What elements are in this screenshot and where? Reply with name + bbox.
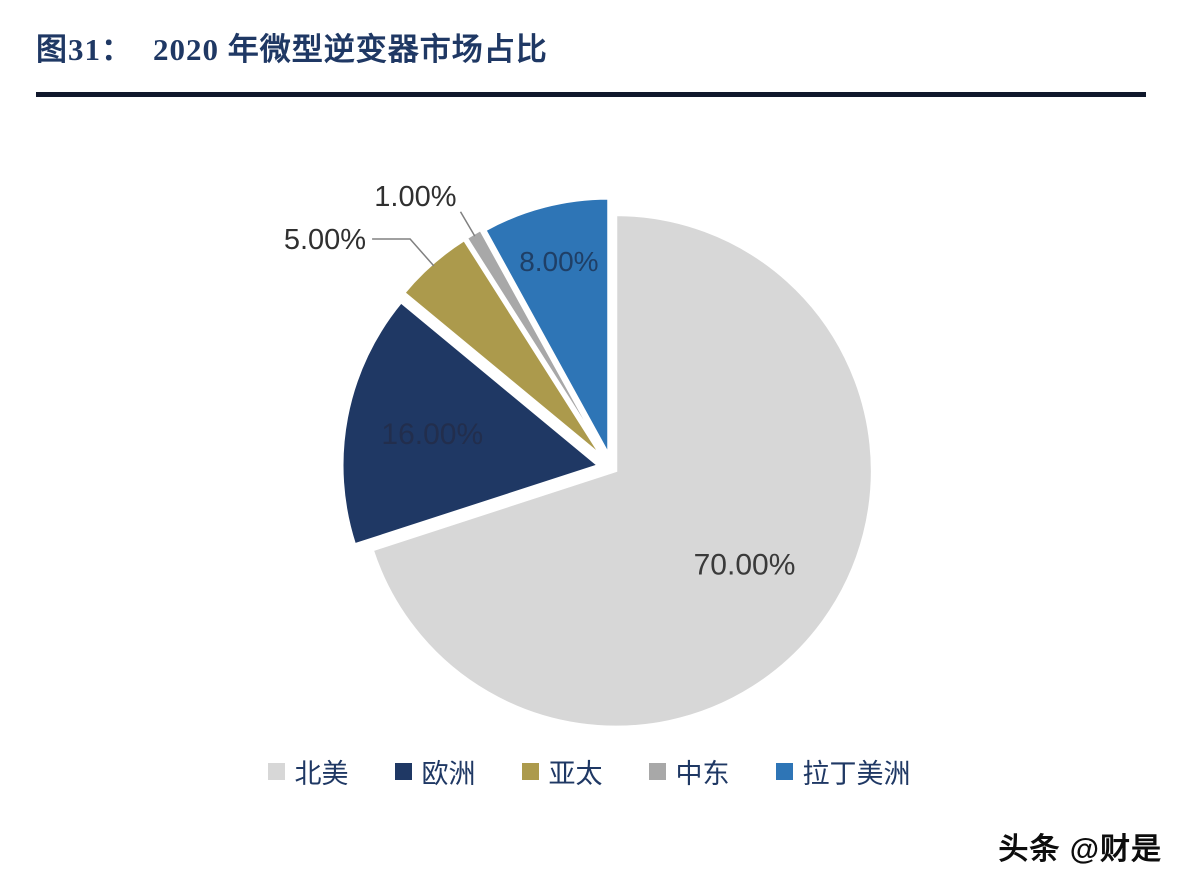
legend-label: 拉丁美洲 (802, 759, 911, 789)
slice-label-2: 5.00% (284, 224, 366, 256)
figure-title-text: 2020 年微型逆变器市场占比 (153, 32, 548, 67)
legend-label: 欧洲 (421, 759, 476, 789)
legend-label: 中东 (675, 759, 730, 789)
legend-swatch-icon (267, 763, 285, 780)
title-divider (36, 92, 1146, 97)
slice-label-3: 1.00% (374, 181, 456, 213)
leader-line-2 (372, 238, 435, 267)
pie-slice-1 (341, 300, 601, 547)
figure-number: 图31： (36, 32, 133, 67)
legend-swatch-icon (648, 763, 666, 780)
slice-label-4: 8.00% (519, 246, 598, 277)
watermark: 头条 @财是 (998, 833, 1162, 866)
figure-header: 图31： 2020 年微型逆变器市场占比 (36, 24, 1148, 69)
legend-swatch-icon (394, 763, 412, 780)
slice-label-1: 16.00% (381, 418, 483, 451)
figure-title: 图31： 2020 年微型逆变器市场占比 (36, 24, 1148, 69)
chart-legend: 北美 欧洲 亚太 中东 拉丁美洲 (0, 752, 1178, 791)
legend-swatch-icon (775, 763, 793, 780)
slice-label-0: 70.00% (694, 549, 796, 582)
pie-chart: 70.00% 16.00% 5.00%1.00% 8.00% (284, 181, 874, 729)
legend-item-3: 中东 (648, 752, 730, 791)
legend-label: 亚太 (548, 759, 603, 789)
pie-slice-4 (483, 197, 610, 456)
leader-line-3 (459, 211, 476, 237)
legend-item-1: 欧洲 (394, 752, 476, 791)
legend-item-2: 亚太 (521, 752, 603, 791)
legend-swatch-icon (521, 763, 539, 780)
pie-slice-0 (371, 213, 874, 729)
legend-item-0: 北美 (267, 752, 349, 791)
legend-item-4: 拉丁美洲 (775, 752, 911, 791)
legend-label: 北美 (294, 759, 349, 789)
